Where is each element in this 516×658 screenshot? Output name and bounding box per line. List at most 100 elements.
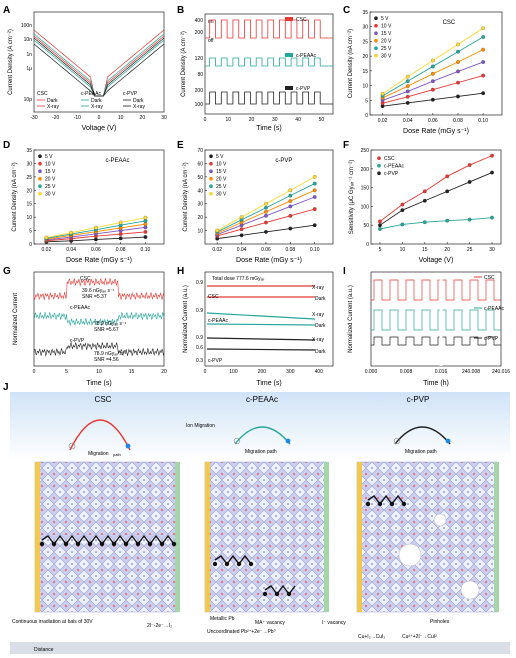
chart-i-xtick-label: 240.008 — [462, 369, 480, 375]
legend-a-pvp-dark: Dark — [133, 98, 144, 104]
chart-h-ytick-0: 0.9 — [196, 280, 203, 286]
panel-label-a: A — [3, 5, 10, 16]
data-point-f — [400, 222, 405, 227]
legend-swatch-f — [377, 171, 381, 175]
chart-g-peaac-annot1: 78.9 nGyₐᵢᵣ s⁻¹ — [94, 321, 127, 327]
chart-a-frame — [33, 11, 165, 113]
chart-h: Normalized Current (a.u.) Time (s) Total… — [183, 271, 334, 387]
chart-b-ytick-top-0: 400 — [195, 18, 204, 24]
chart-d-ytick-label: 30 — [26, 161, 32, 167]
chart-a-xtick-label: -20 — [52, 115, 59, 121]
chart-c-ytick-label: 30 — [362, 25, 368, 31]
data-point-f — [467, 180, 472, 184]
chart-b-off-label: off — [208, 38, 214, 44]
legend-swatch-d — [38, 161, 42, 166]
legend-label-c: 15 V — [381, 31, 392, 37]
data-point-e — [239, 227, 244, 232]
data-point-c — [456, 49, 460, 54]
data-point-c — [430, 79, 435, 84]
chart-b-xtick-label: 30 — [272, 117, 278, 123]
chart-b-peaac-swatch — [285, 53, 293, 57]
legend-swatch-d — [38, 184, 42, 188]
polymer-chain — [41, 534, 175, 546]
legend-label-f: CSC — [384, 156, 395, 162]
chart-f-xtick-label: 30 — [489, 247, 495, 253]
data-point-c — [405, 74, 410, 79]
legend-swatch-e — [209, 161, 213, 166]
legend-a-group-csc: CSC — [37, 91, 48, 97]
legend-swatch-f — [377, 163, 381, 168]
chart-i-xtick-label: 0.016 — [435, 369, 448, 375]
chart-e-xtick-label: 0.02 — [212, 247, 222, 253]
chart-g-peaac-annot2: SNR =5.67 — [94, 327, 119, 333]
data-point-e — [312, 207, 317, 211]
chart-e-ytick-label: 40 — [197, 188, 203, 194]
legend-label-e: 10 V — [216, 162, 227, 168]
chart-h-pvp-dark: Dark — [315, 349, 326, 355]
chart-b-csc-swatch — [285, 17, 293, 21]
legend-label-c: 25 V — [381, 46, 392, 52]
chart-c-ytick-label: 10 — [362, 84, 368, 90]
chart-f-xtick-label: 10 — [400, 247, 406, 253]
pinhole — [460, 580, 480, 600]
data-point-d — [143, 230, 148, 234]
chart-c-xtick-label: 0.08 — [453, 118, 463, 124]
legend-swatch-e — [209, 176, 213, 181]
migration-label-peaac: Migration path — [245, 449, 277, 455]
legend-label-c: 10 V — [381, 24, 392, 30]
legend-label-d: 5 V — [45, 154, 53, 160]
chart-h-frame — [204, 271, 334, 367]
chart-f-ytick-label: 200 — [361, 167, 370, 173]
data-point-c — [405, 101, 410, 105]
data-point-f — [400, 202, 405, 207]
chart-b-ylabel: Current Density (A cm⁻²) — [181, 31, 187, 97]
chart-e-xtick-label: 0.04 — [237, 247, 247, 253]
chart-f: 5 10 15 20 25 30 0 50 100 150 200 250 Voltage (V) Sen… — [349, 148, 502, 264]
chart-d-title: c-PEAAc — [106, 158, 130, 164]
chart-g-xtick-label: 15 — [129, 369, 135, 375]
legend-label-e: 15 V — [216, 169, 227, 175]
chart-a-curve-0 — [33, 29, 165, 97]
chart-d: 0.02 0.04 0.06 0.08 0.10 0 5 10 15 20 25 30 35 Dose R… — [12, 148, 165, 264]
polymer-node — [123, 541, 129, 547]
chart-e: 0.02 0.04 0.06 0.08 0.10 10 20 30 40 50 60 70 Dose R… — [183, 148, 334, 264]
chart-a-xtick-label: 20 — [140, 115, 146, 121]
chart-g-pvp-annot1: 78.9 nGyₐᵢᵣ s⁻¹ — [94, 351, 127, 357]
data-point-e — [288, 213, 293, 218]
data-point-f — [445, 174, 450, 179]
chart-a: Current Density (A cm⁻²) Voltage (V) -30… — [8, 11, 167, 132]
chart-a-curve-2 — [33, 33, 165, 97]
data-point-d — [143, 225, 148, 230]
polymer-node — [212, 561, 218, 567]
bottom-strip — [10, 642, 510, 654]
panel-label-g: G — [3, 266, 11, 277]
chart-b-xtick-label: 10 — [225, 117, 231, 123]
chart-b-xtick-label: 40 — [295, 117, 301, 123]
chart-a-curve-4 — [33, 37, 165, 97]
data-point-d — [94, 237, 98, 242]
panel-label-h: H — [177, 266, 184, 277]
legend-label-d: 20 V — [45, 177, 56, 183]
data-point-f — [445, 189, 450, 194]
chart-b-ytick-mid-1: 80 — [197, 72, 203, 78]
chart-i-xtick-label: 0.000 — [365, 369, 378, 375]
chart-b-wave-2 — [205, 91, 333, 105]
chart-i-wave-0 — [371, 279, 501, 301]
chart-h-line-4 — [206, 337, 316, 341]
data-point-c — [481, 35, 486, 39]
chart-c-ytick-label: 25 — [362, 39, 368, 45]
chart-a-xtick-label: -30 — [30, 115, 37, 121]
data-point-c — [430, 97, 435, 102]
chart-c-xtick-label: 0.10 — [478, 118, 488, 124]
chart-d-ytick-label: 20 — [26, 188, 32, 194]
polymer-node — [377, 501, 383, 507]
legend-a-group-pvp: c-PVP — [123, 91, 138, 97]
legend-a-pvp-xray: X-ray — [133, 104, 145, 110]
chart-g-trace-2 — [33, 341, 165, 357]
chart-c-ytick-label: 0 — [365, 113, 368, 119]
polymer-node — [99, 541, 105, 547]
data-point-c — [405, 94, 410, 99]
data-point-c — [481, 73, 486, 78]
cu-eq-2: Cu²⁺+2I⁻→CuI² — [402, 634, 437, 640]
legend-label-e: 20 V — [216, 177, 227, 183]
